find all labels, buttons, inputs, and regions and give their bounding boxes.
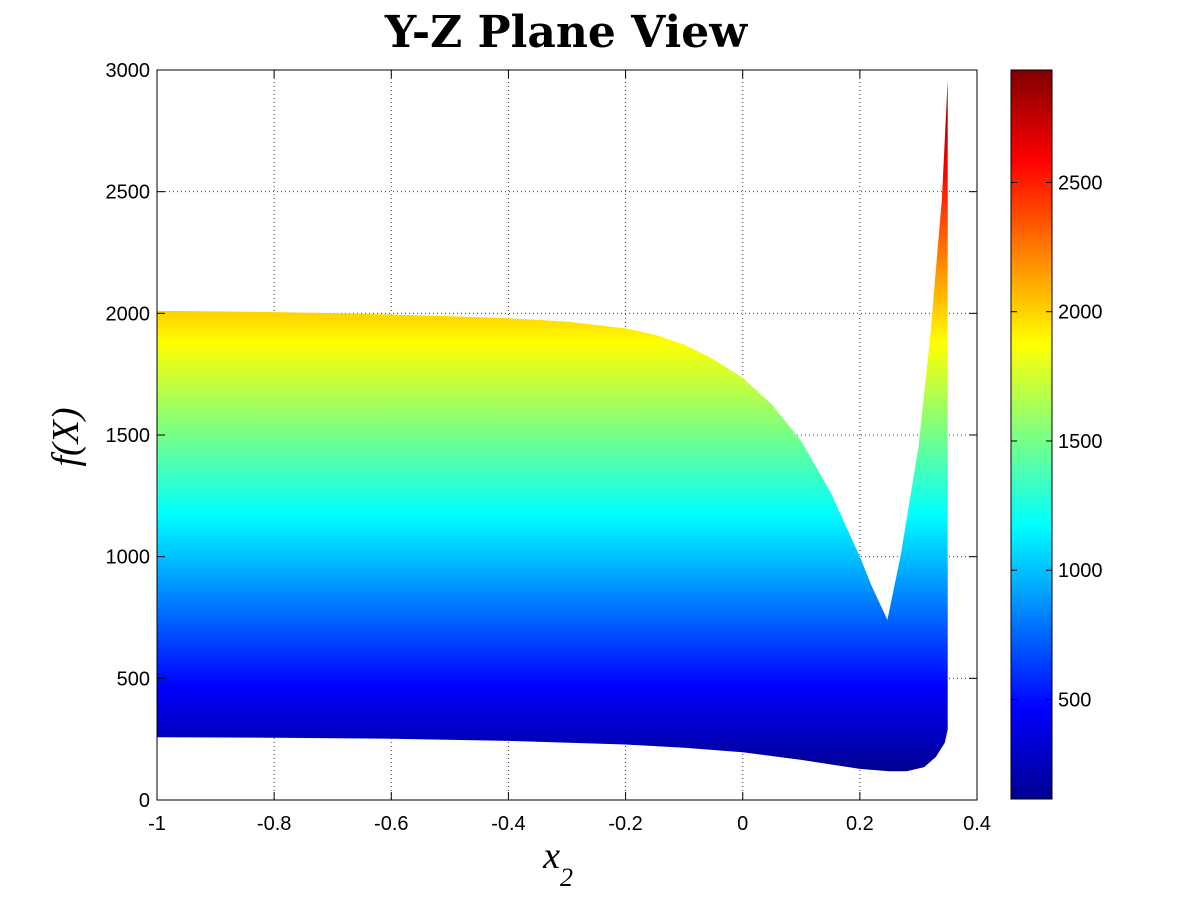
x-axis-ticks: -1 -0.8 -0.6 -0.4 -0.2 0 0.2 0.4 <box>148 70 991 835</box>
surface-area <box>157 79 948 772</box>
y-tick-label: 2000 <box>106 303 151 325</box>
chart-title: Y-Z Plane View <box>384 7 748 58</box>
x-tick-label: -0.6 <box>374 813 408 835</box>
colorbar-tick-label: 500 <box>1058 689 1091 711</box>
x-axis-label-subscript: 2 <box>560 863 573 892</box>
surface-fill <box>157 79 948 772</box>
y-tick-label: 1500 <box>106 425 151 447</box>
colorbar-tick-label: 1000 <box>1058 560 1103 582</box>
y-tick-label: 1000 <box>106 547 151 569</box>
x-tick-label: -0.8 <box>257 813 291 835</box>
colorbar-scale <box>1010 69 1053 800</box>
y-tick-label: 2500 <box>106 182 151 204</box>
y-tick-label: 500 <box>117 668 150 690</box>
y-axis-label: f(X) <box>45 407 87 466</box>
colorbar: 500 1000 1500 2000 2500 <box>1010 69 1103 800</box>
x-tick-label: 0 <box>737 813 748 835</box>
y-tick-label: 0 <box>139 790 150 812</box>
y-axis-ticks: 0 500 1000 1500 2000 2500 3000 <box>106 60 977 812</box>
colorbar-tick-label: 1500 <box>1058 431 1103 453</box>
x-tick-label: 0.2 <box>846 813 874 835</box>
x-axis-label: x2 <box>542 835 573 892</box>
x-axis-label-main: x <box>542 835 560 877</box>
colorbar-tick-label: 2000 <box>1058 302 1103 324</box>
x-tick-label: 0.4 <box>963 813 991 835</box>
x-tick-label: -1 <box>148 813 166 835</box>
x-tick-label: -0.4 <box>491 813 525 835</box>
y-tick-label: 3000 <box>106 60 151 82</box>
x-tick-label: -0.2 <box>608 813 642 835</box>
colorbar-tick-label: 2500 <box>1058 172 1103 194</box>
